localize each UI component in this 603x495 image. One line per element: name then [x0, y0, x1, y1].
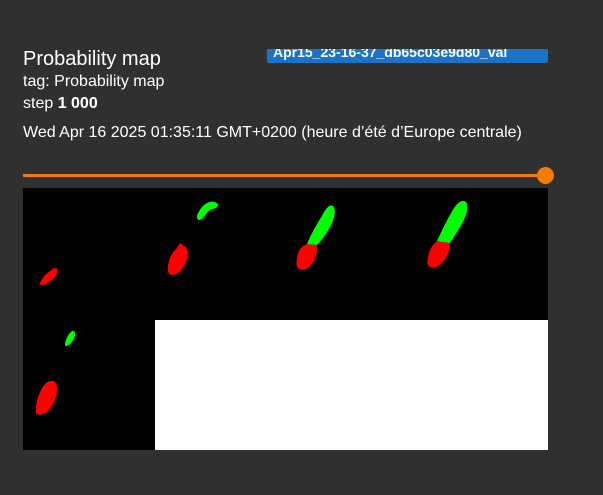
step-slider[interactable] [23, 166, 554, 186]
card-title: Probability map [23, 48, 161, 70]
segment-green-4 [437, 200, 468, 243]
empty-tile-area [155, 320, 548, 450]
segment-green-5 [65, 330, 76, 346]
segment-red-2 [167, 245, 188, 275]
segment-red-2b [177, 243, 183, 249]
step-slider-thumb[interactable] [537, 167, 554, 184]
segment-red-5 [36, 380, 58, 415]
tag-value: Probability map [54, 73, 165, 90]
step-value: 1 000 [57, 95, 98, 112]
segment-green-3 [307, 205, 335, 245]
step-line: step 1 000 [23, 94, 98, 114]
wall-time: Wed Apr 16 2025 01:35:11 GMT+0200 (heure… [23, 124, 522, 141]
segment-red-4 [427, 241, 450, 268]
segment-red-1 [39, 268, 58, 285]
probability-map-image[interactable] [23, 188, 548, 450]
segment-green-2 [197, 201, 219, 221]
probability-map-grid [36, 200, 548, 450]
segment-red-3 [296, 244, 318, 270]
step-prefix: step [23, 95, 58, 112]
tag-line: tag: Probability map [23, 72, 164, 92]
run-name-badge: Apr15_23-16-37_db65c03e9d80_val [267, 49, 548, 63]
step-slider-fill [23, 174, 545, 177]
tag-prefix: tag: [23, 73, 55, 90]
